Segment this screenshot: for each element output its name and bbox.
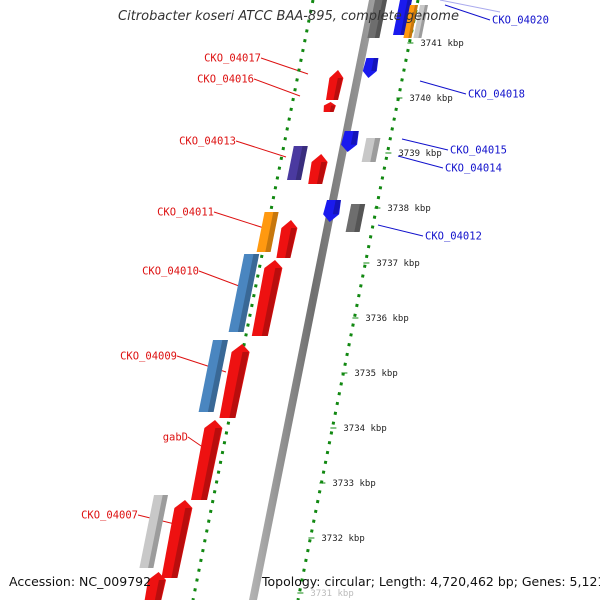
gene-feature[interactable] <box>393 0 413 35</box>
gene-feature[interactable] <box>287 146 308 180</box>
scale-tick-label: 3733 kbp <box>332 479 375 489</box>
scale-tick-label: 3738 kbp <box>387 204 430 214</box>
scale-tick: 3736 kbp <box>352 314 409 324</box>
gene-feature[interactable] <box>228 254 260 332</box>
gene-label[interactable]: CKO_04007 <box>81 510 138 522</box>
label-connector <box>401 138 449 151</box>
gene-feature[interactable] <box>367 0 388 38</box>
gene-feature[interactable] <box>361 138 381 162</box>
scale-ruler: 3741 kbp 3740 kbp 3739 kbp 3738 kbp 3737 kbp… <box>191 0 464 601</box>
label-connector <box>419 80 467 95</box>
scale-tick-label: 3741 kbp <box>420 39 463 49</box>
gene-label[interactable]: CKO_04011 <box>157 207 214 219</box>
gene-feature[interactable] <box>256 212 279 252</box>
gene-label[interactable]: CKO_04014 <box>445 163 502 175</box>
scale-tick: 3737 kbp <box>363 259 420 269</box>
scale-tick-label: 3735 kbp <box>354 369 397 379</box>
gene-feature[interactable] <box>403 5 418 38</box>
scale-tick: 3739 kbp <box>385 149 442 159</box>
gene-label[interactable]: CKO_04018 <box>468 89 525 101</box>
scale-tick-label: 3731 kbp <box>310 589 353 599</box>
scale-tick: 3741 kbp <box>407 39 464 49</box>
scale-tick-label: 3732 kbp <box>321 534 364 544</box>
scale-tick-label: 3739 kbp <box>398 149 441 159</box>
gene-feature[interactable] <box>276 220 298 258</box>
gene-labels: CKO_04020 CKO_04018 CKO_04017 CKO_04016 CKO_… <box>81 15 549 522</box>
scale-tick: 3733 kbp <box>319 479 376 489</box>
gene-feature[interactable] <box>345 204 366 232</box>
genome-summary: Topology: circular; Length: 4,720,462 bp… <box>262 574 600 589</box>
label-connector <box>397 155 444 169</box>
gene-label[interactable]: CKO_04013 <box>179 136 236 148</box>
gene-label[interactable]: CKO_04012 <box>425 231 482 243</box>
label-connector <box>235 140 287 158</box>
gene-label[interactable]: CKO_04017 <box>204 53 261 65</box>
scale-tick-label: 3740 kbp <box>409 94 452 104</box>
gene-feature[interactable] <box>251 260 283 336</box>
ruler-line-left <box>191 0 315 601</box>
gene-feature[interactable] <box>362 58 379 78</box>
gene-label[interactable]: CKO_04015 <box>450 145 507 157</box>
backbone-layer <box>249 0 377 600</box>
gene-feature[interactable] <box>161 500 193 578</box>
gene-label[interactable]: CKO_04009 <box>120 351 177 363</box>
accession-text: Accession: NC_009792 <box>9 574 152 589</box>
genes-layer <box>139 0 428 604</box>
gene-label[interactable]: gabD <box>163 432 188 444</box>
gene-feature[interactable] <box>323 200 341 222</box>
gene-label[interactable]: CKO_04020 <box>492 15 549 27</box>
label-connector <box>213 211 265 229</box>
label-connector <box>377 224 424 237</box>
ruler-line-right <box>296 0 420 601</box>
scale-tick: 3732 kbp <box>308 534 365 544</box>
gene-feature[interactable] <box>308 154 328 184</box>
genome-title: Citrobacter koseri ATCC BAA-895, complet… <box>118 9 459 24</box>
gene-feature[interactable] <box>198 340 228 412</box>
scale-tick: 3731 kbp <box>297 589 354 599</box>
scale-tick: 3734 kbp <box>330 424 387 434</box>
gene-feature[interactable] <box>341 131 359 152</box>
gene-feature[interactable] <box>326 70 344 100</box>
gene-feature[interactable] <box>191 420 223 500</box>
scale-tick: 3738 kbp <box>374 204 431 214</box>
label-connector <box>253 78 301 97</box>
scale-tick-label: 3734 kbp <box>343 424 386 434</box>
gene-feature[interactable] <box>413 5 428 38</box>
scale-tick: 3735 kbp <box>341 369 398 379</box>
label-connector <box>439 0 501 13</box>
gene-feature[interactable] <box>219 344 250 418</box>
gene-label[interactable]: CKO_04010 <box>142 266 199 278</box>
scale-tick-label: 3737 kbp <box>376 259 419 269</box>
gene-feature[interactable] <box>143 572 166 604</box>
gene-feature[interactable] <box>323 102 336 112</box>
gene-feature[interactable] <box>139 495 168 568</box>
scale-tick: 3740 kbp <box>396 94 453 104</box>
gene-label[interactable]: CKO_04016 <box>197 74 254 86</box>
label-connector <box>444 4 491 21</box>
genome-backbone <box>249 0 377 600</box>
scale-tick-label: 3736 kbp <box>365 314 408 324</box>
